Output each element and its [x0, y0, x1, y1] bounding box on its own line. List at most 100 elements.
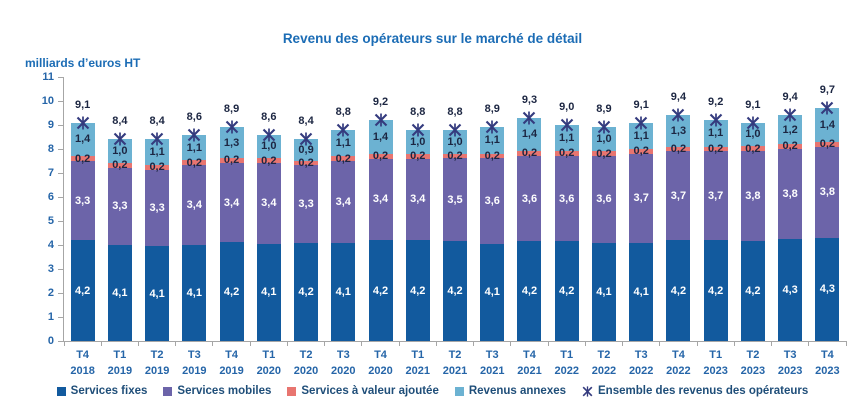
bar-segment-services-valeur-ajoutee: 0,2	[778, 140, 803, 152]
legend-item-ensemble-revenus: Ensemble des revenus des opérateurs	[582, 385, 808, 397]
bar-segment-value-label: 0,2	[633, 145, 649, 158]
x-axis-label: T2 2021	[436, 347, 473, 379]
x-axis-label-quarter: T2	[150, 349, 164, 361]
bar-segment-value-label: 3,4	[186, 198, 202, 211]
x-axis-label-year: 2021	[517, 365, 542, 377]
bar-segment-services-mobiles: 3,6	[554, 155, 579, 242]
y-tick-mark	[58, 293, 63, 294]
bar-segment-services-mobiles: 3,6	[591, 156, 616, 243]
x-axis-label: T1 2023	[697, 347, 734, 379]
bar-segment-value-label: 3,4	[372, 193, 389, 206]
bar-segment-value-label: 0,2	[149, 161, 165, 174]
total-value-label: 8,4	[112, 115, 128, 128]
x-axis-label-quarter: T4	[820, 349, 834, 361]
x-axis-label: T3 2023	[772, 347, 809, 379]
x-axis-label: T3 2019	[176, 347, 213, 379]
total-x-marker-icon	[783, 108, 797, 122]
revenus-annexes-swatch-icon	[454, 386, 464, 396]
x-tick-mark	[696, 341, 698, 346]
bar-segment-value-label: 0,2	[447, 149, 463, 162]
bar-segment-value-label: 4,1	[596, 285, 612, 298]
bar-segment-services-valeur-ajoutee: 0,2	[815, 138, 840, 150]
bar-segment-services-fixes: 4,1	[591, 242, 616, 341]
x-axis-label-quarter: T1	[560, 349, 574, 361]
total-x-marker-icon	[374, 113, 388, 127]
bar-segment-value-label: 0,2	[782, 140, 798, 153]
x-axis-label-year: 2019	[144, 365, 170, 377]
x-axis-label-quarter: T1	[411, 349, 425, 361]
bar-segment-value-label: 3,4	[335, 195, 351, 208]
x-axis-label: T1 2019	[101, 347, 138, 379]
bar-segment-value-label: 3,8	[819, 186, 836, 199]
x-axis-label-year: 2019	[182, 365, 207, 377]
bar-segment-value-label: 1,3	[670, 125, 687, 138]
y-tick-label: 1	[47, 311, 54, 323]
x-tick-mark	[398, 341, 400, 346]
total-value-label: 8,6	[261, 110, 277, 123]
x-axis-label-year: 2022	[666, 365, 691, 377]
bar-segment-services-valeur-ajoutee: 0,2	[368, 150, 393, 162]
bar-segment-value-label: 4,2	[745, 285, 761, 298]
plot-area: 4,2 3,3 0,2 1,4 9,1 T4 2018 4,1 3,3 0,2 1,0 8,4 T1 20…	[58, 77, 847, 377]
x-axis-label: T2 2020	[287, 347, 324, 379]
bar-segment-value-label: 0,2	[186, 156, 202, 169]
bar-segment-services-valeur-ajoutee: 0,2	[703, 143, 728, 155]
total-x-marker-icon	[709, 113, 723, 127]
y-tick-label: 8	[47, 143, 54, 155]
bar-segment-value-label: 3,3	[112, 200, 128, 213]
bar-segment-value-label: 4,2	[74, 284, 91, 297]
total-value-label: 8,8	[335, 105, 351, 118]
total-value-label: 9,1	[74, 98, 91, 111]
bar-segment-services-fixes: 4,2	[703, 240, 728, 341]
bar-segment-services-valeur-ajoutee: 0,2	[591, 148, 616, 160]
bar-segment-value-label: 4,1	[261, 286, 277, 299]
x-tick-mark	[808, 341, 810, 346]
x-axis-label-year: 2019	[219, 365, 244, 377]
bar-segment-value-label: 4,1	[335, 285, 351, 298]
bar-segment-value-label: 1,3	[223, 136, 240, 149]
x-axis-label-quarter: T4	[523, 349, 536, 361]
bar-segment-value-label: 1,4	[372, 131, 389, 144]
x-axis-label: T2 2019	[138, 347, 175, 379]
y-tick-label: 9	[47, 119, 54, 131]
total-value-label: 9,3	[521, 93, 538, 106]
total-value-label: 8,9	[596, 103, 612, 116]
bar-segment-value-label: 4,1	[112, 286, 128, 299]
bar-segment-revenus-annexes: 1,1	[331, 129, 356, 157]
y-tick-mark	[58, 197, 63, 198]
bar-segment-services-valeur-ajoutee: 0,2	[517, 147, 542, 159]
bar-segment-services-valeur-ajoutee: 0,2	[294, 157, 319, 169]
total-x-marker-icon	[76, 116, 90, 130]
bar-segment-value-label: 1,0	[447, 135, 463, 148]
bar-segment-value-label: 0,2	[745, 142, 761, 155]
y-tick-mark	[58, 101, 63, 102]
bar-segment-services-fixes: 4,2	[666, 240, 691, 341]
total-value-label: 8,9	[484, 103, 500, 116]
bar-segment-revenus-annexes: 1,0	[107, 139, 132, 163]
bar-segment-services-fixes: 4,1	[107, 244, 132, 341]
bar-segment-revenus-annexes: 0,9	[294, 139, 319, 161]
total-value-label: 8,8	[410, 105, 426, 118]
bar-segment-revenus-annexes: 1,4	[368, 120, 393, 154]
bar-segment-value-label: 0,2	[484, 149, 500, 162]
x-axis-label-quarter: T4	[374, 349, 387, 361]
total-x-marker-icon	[634, 116, 648, 130]
legend-item-services-valeur-ajoutee: Services à valeur ajoutée	[287, 385, 439, 397]
bar-segment-services-fixes: 4,2	[554, 241, 579, 341]
x-axis-label-year: 2020	[256, 365, 282, 377]
x-axis-label-quarter: T2	[746, 349, 760, 361]
x-axis-label-quarter: T1	[113, 349, 127, 361]
bar-segment-value-label: 0,2	[670, 143, 687, 155]
bar-segment-value-label: 0,2	[521, 147, 538, 160]
bar-segment-services-valeur-ajoutee: 0,2	[666, 143, 691, 155]
bar-segment-services-mobiles: 3,4	[331, 161, 356, 243]
bar-segment-value-label: 1,2	[782, 123, 798, 136]
bar-segment-services-mobiles: 3,7	[629, 153, 654, 243]
bar-segment-revenus-annexes: 1,1	[480, 127, 505, 154]
legend-item-services-mobiles: Services mobiles	[163, 385, 271, 397]
x-axis-label-quarter: T1	[262, 349, 276, 361]
bar-segment-services-fixes: 4,1	[480, 243, 505, 341]
legend: Services fixes Services mobiles Services…	[0, 385, 865, 397]
y-tick-mark	[58, 269, 63, 270]
